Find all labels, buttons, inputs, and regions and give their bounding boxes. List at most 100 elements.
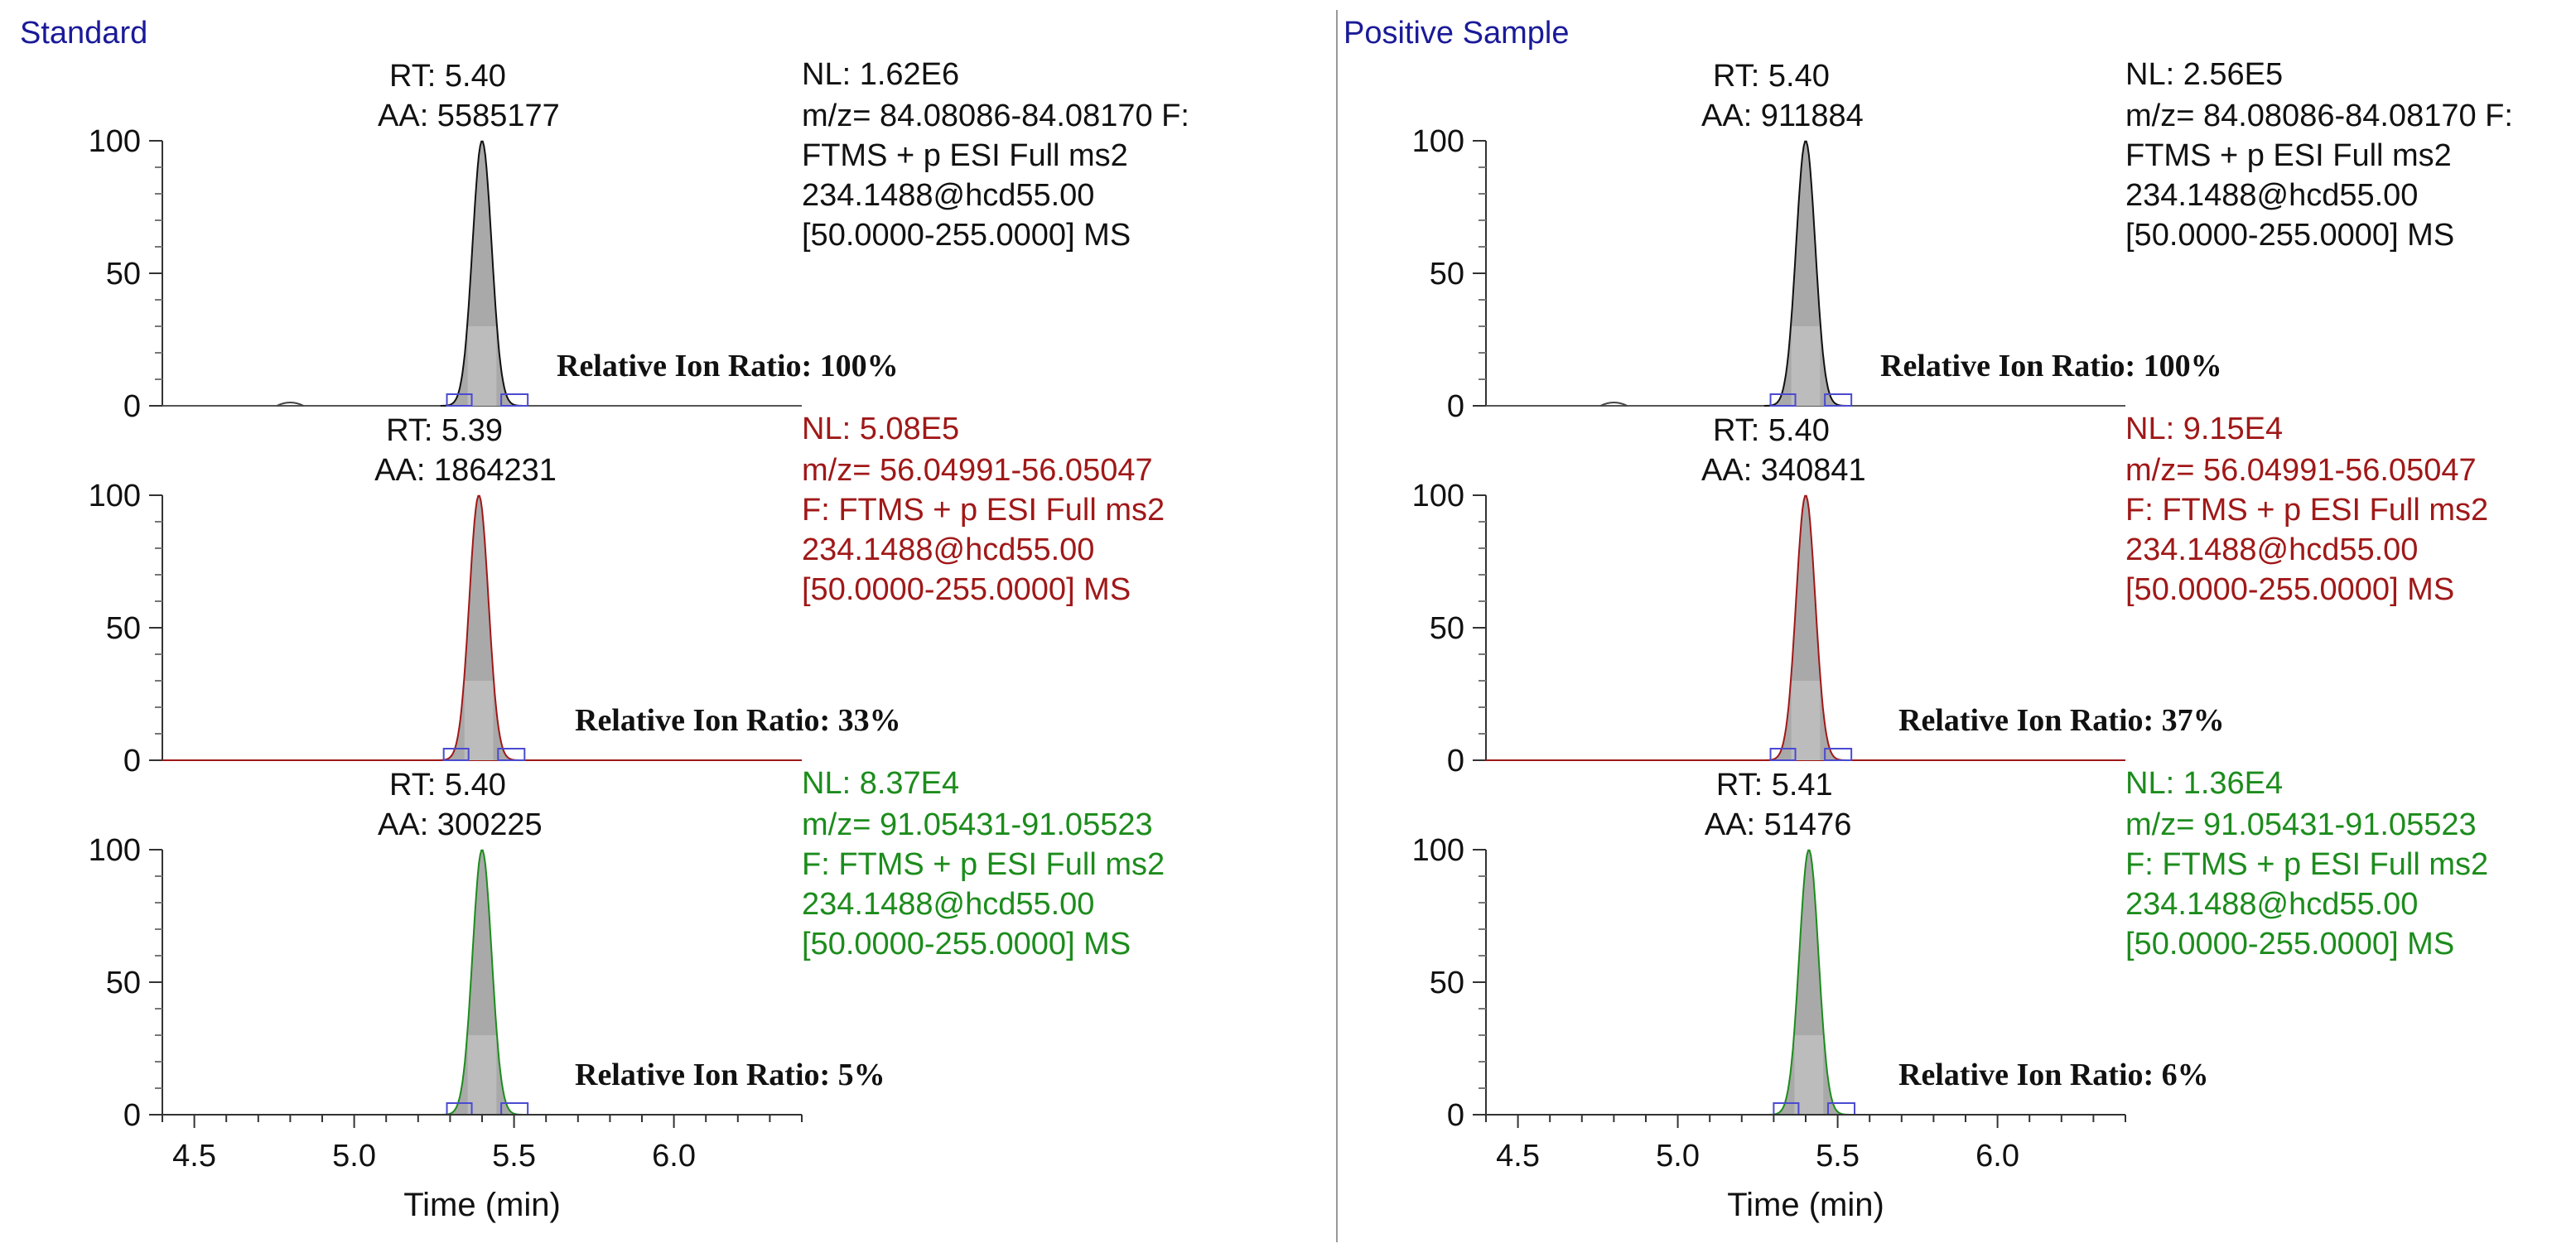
- peak-area: [440, 850, 524, 1115]
- peak-area-label: AA: 300225: [378, 807, 543, 842]
- peak-area-band: [467, 326, 497, 406]
- scan-filter-line: 234.1488@hcd55.00: [802, 533, 1094, 567]
- retention-time-label: RT: 5.39: [386, 413, 503, 448]
- scan-filter-line: [50.0000-255.0000] MS: [802, 572, 1131, 607]
- y-tick-label: 100: [1412, 124, 1464, 159]
- y-tick-label: 0: [123, 744, 141, 778]
- relative-ion-ratio: Relative Ion Ratio: 37%: [1898, 703, 2225, 738]
- peak-area-band: [1794, 1035, 1824, 1115]
- scan-filter-line: 234.1488@hcd55.00: [2125, 533, 2418, 567]
- scan-filter-line: [50.0000-255.0000] MS: [2125, 218, 2454, 253]
- peak-area-label: AA: 1864231: [374, 453, 557, 488]
- trace-plot: 0 50 100 RT: 5.40 AA: 300225 NL: 8.37E4 m/z= 9…: [89, 766, 1165, 1133]
- y-tick-label: 100: [89, 833, 141, 868]
- normalization-level: NL: 9.15E4: [2125, 412, 2283, 446]
- x-axis-title: Time (min): [403, 1187, 561, 1223]
- x-tick-label: 5.0: [1656, 1139, 1700, 1173]
- retention-time-label: RT: 5.40: [389, 59, 506, 94]
- relative-ion-ratio: Relative Ion Ratio: 100%: [1880, 349, 2222, 383]
- y-tick-label: 50: [1430, 966, 1464, 1000]
- scan-filter-line: F: FTMS + p ESI Full ms2: [2125, 493, 2488, 528]
- y-tick-label: 0: [123, 1098, 141, 1133]
- integration-start-marker: [442, 748, 470, 761]
- peak-line: [1763, 494, 1848, 761]
- y-tick-label: 0: [1447, 389, 1464, 424]
- scan-filter-line: [50.0000-255.0000] MS: [802, 927, 1131, 961]
- peak-area-band: [1791, 326, 1821, 406]
- normalization-level: NL: 1.36E4: [2125, 766, 2283, 801]
- scan-filter-line: 234.1488@hcd55.00: [802, 887, 1094, 922]
- panel-title: Standard: [20, 16, 147, 51]
- integration-end-marker: [500, 393, 529, 407]
- peak-area: [1763, 141, 1848, 406]
- integration-start-marker: [1769, 393, 1797, 407]
- scan-filter-line: m/z= 56.04991-56.05047: [2125, 453, 2477, 488]
- scan-filter-line: m/z= 91.05431-91.05523: [2125, 807, 2477, 842]
- peak-area: [437, 495, 521, 760]
- scan-filter-line: F: FTMS + p ESI Full ms2: [2125, 847, 2488, 882]
- peak-area-band: [464, 681, 494, 760]
- peak-area-band: [467, 1035, 497, 1115]
- noise-blip: [1599, 402, 1628, 407]
- scan-filter-line: m/z= 91.05431-91.05523: [802, 807, 1153, 842]
- normalization-level: NL: 8.37E4: [802, 766, 959, 801]
- y-tick-label: 50: [106, 966, 141, 1000]
- y-tick-label: 0: [123, 389, 141, 424]
- peak-area-label: AA: 5585177: [378, 99, 560, 133]
- peak-line: [1763, 140, 1848, 407]
- trace-plot: 0 50 100 RT: 5.39 AA: 1864231 NL: 5.08E5 m/z= …: [89, 412, 1165, 778]
- integration-end-marker: [497, 748, 526, 761]
- y-tick-label: 50: [1430, 257, 1464, 292]
- peak-line: [437, 494, 521, 761]
- scan-filter-line: F: FTMS + p ESI Full ms2: [802, 847, 1165, 882]
- x-tick-label: 6.0: [652, 1139, 696, 1173]
- scan-filter-line: FTMS + p ESI Full ms2: [2125, 138, 2452, 173]
- relative-ion-ratio: Relative Ion Ratio: 100%: [557, 349, 899, 383]
- relative-ion-ratio: Relative Ion Ratio: 5%: [575, 1058, 885, 1092]
- scan-filter-line: 234.1488@hcd55.00: [802, 178, 1094, 213]
- trace-plot: 0 50 100 RT: 5.40 AA: 340841 NL: 9.15E4 m/z= 5…: [1412, 412, 2489, 778]
- peak-area-label: AA: 911884: [1701, 99, 1864, 133]
- integration-end-marker: [1824, 748, 1853, 761]
- integration-start-marker: [1769, 748, 1797, 761]
- normalization-level: NL: 2.56E5: [2125, 57, 2283, 92]
- scan-filter-line: FTMS + p ESI Full ms2: [802, 138, 1128, 173]
- x-tick-label: 5.5: [492, 1139, 536, 1173]
- retention-time-label: RT: 5.40: [1713, 413, 1830, 448]
- scan-filter-line: F: FTMS + p ESI Full ms2: [802, 493, 1165, 528]
- y-tick-label: 100: [89, 124, 141, 159]
- y-tick-label: 0: [1447, 1098, 1464, 1133]
- normalization-level: NL: 1.62E6: [802, 57, 959, 92]
- trace-plot: 0 50 100 RT: 5.41 AA: 51476 NL: 1.36E4 m/z= 91…: [1412, 766, 2489, 1133]
- scan-filter-line: [50.0000-255.0000] MS: [802, 218, 1131, 253]
- scan-filter-line: 234.1488@hcd55.00: [2125, 178, 2418, 213]
- scan-filter-line: m/z= 84.08086-84.08170 F:: [802, 99, 1189, 133]
- trace-plot: 0 50 100 RT: 5.40 AA: 5585177 NL: 1.62E6 m/z= …: [89, 57, 1189, 424]
- y-tick-label: 50: [106, 257, 141, 292]
- x-tick-label: 6.0: [1975, 1139, 2019, 1173]
- x-tick-label: 4.5: [172, 1139, 216, 1173]
- y-tick-label: 100: [1412, 833, 1464, 868]
- noise-blip: [276, 402, 304, 407]
- x-axis-title: Time (min): [1727, 1187, 1884, 1223]
- peak-area-label: AA: 51476: [1705, 807, 1851, 842]
- peak-area: [1767, 850, 1850, 1115]
- peak-area: [440, 141, 524, 406]
- scan-filter-line: [50.0000-255.0000] MS: [2125, 572, 2454, 607]
- chart-panel-positive-sample: Positive Sample 0 50 100 RT: 5.40 AA: 911884 N…: [1343, 16, 2513, 1223]
- scan-filter-line: [50.0000-255.0000] MS: [2125, 927, 2454, 961]
- chart-panel-standard: Standard 0 50 100 RT: 5.40 AA: 5585177 NL: 1.6…: [20, 16, 1189, 1223]
- x-tick-label: 4.5: [1496, 1139, 1540, 1173]
- scan-filter-line: m/z= 84.08086-84.08170 F:: [2125, 99, 2513, 133]
- retention-time-label: RT: 5.40: [389, 768, 506, 802]
- y-tick-label: 0: [1447, 744, 1464, 778]
- y-tick-label: 100: [1412, 479, 1464, 513]
- trace-plot: 0 50 100 RT: 5.40 AA: 911884 NL: 2.56E5 m/z= 8…: [1412, 57, 2513, 424]
- y-tick-label: 50: [106, 611, 141, 646]
- y-tick-label: 100: [89, 479, 141, 513]
- peak-area-label: AA: 340841: [1701, 453, 1866, 488]
- integration-end-marker: [1824, 393, 1853, 407]
- peak-line: [440, 140, 524, 407]
- retention-time-label: RT: 5.40: [1713, 59, 1830, 94]
